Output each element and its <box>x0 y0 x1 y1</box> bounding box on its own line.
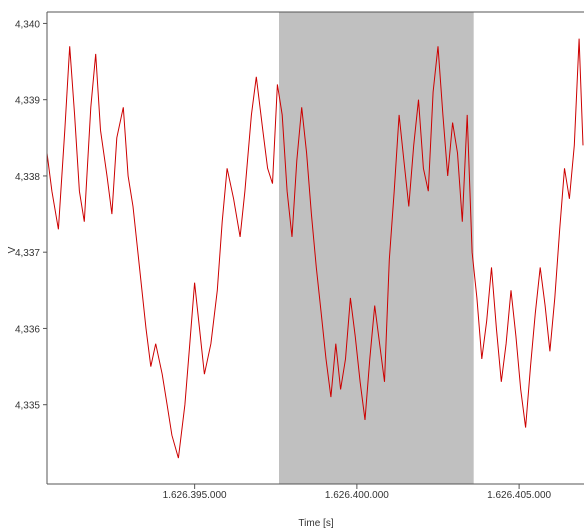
highlight-region <box>278 12 474 484</box>
series-line-0 <box>46 38 584 459</box>
y-tick-label: 4,338 <box>15 172 40 183</box>
x-tick-label: 1.626.400.000 <box>325 490 389 501</box>
x-tick-label: 1.626.405.000 <box>487 490 551 501</box>
y-tick-label: 4,340 <box>15 19 40 30</box>
y-tick-label: 4,337 <box>15 248 40 259</box>
axes-layer: 4,335 4,336 4,337 4,338 4,339 4,340 1.626.395.… <box>15 11 584 501</box>
y-tick-label: 4,336 <box>15 324 40 335</box>
y-tick-label: 4,335 <box>15 401 40 412</box>
x-axis-label: Time [s] <box>298 518 333 529</box>
x-tick-label: 1.626.395.000 <box>163 490 227 501</box>
series-layer <box>46 38 584 459</box>
y-tick-label: 4,339 <box>15 96 40 107</box>
y-axis-label: V <box>7 246 18 253</box>
